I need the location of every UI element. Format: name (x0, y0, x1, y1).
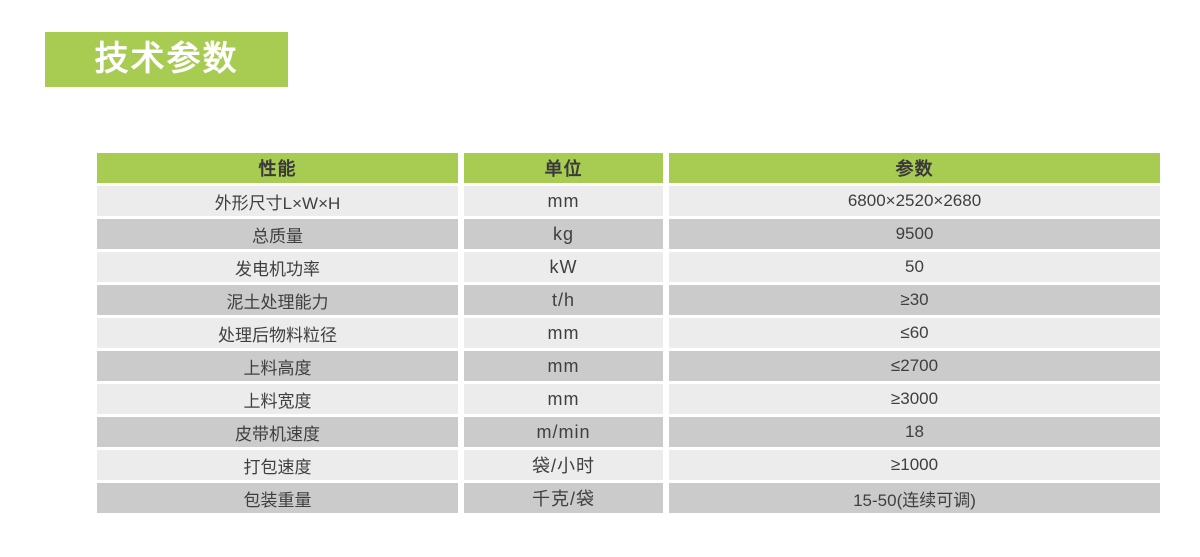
spec-name-cell: 外形尺寸L×W×H (97, 186, 458, 216)
spec-unit-cell: mm (464, 318, 663, 348)
spec-value-cell: 15-50(连续可调) (669, 483, 1160, 513)
spec-unit-cell: 千克/袋 (464, 483, 663, 513)
spec-unit-cell: mm (464, 186, 663, 216)
spec-unit-cell: mm (464, 384, 663, 414)
spec-value-cell: 50 (669, 252, 1160, 282)
spec-unit-cell: kg (464, 219, 663, 249)
spec-name-cell: 上料宽度 (97, 384, 458, 414)
spec-unit-cell: t/h (464, 285, 663, 315)
column-header-performance: 性能 (97, 153, 458, 183)
spec-value-cell: 6800×2520×2680 (669, 186, 1160, 216)
spec-name-cell: 泥土处理能力 (97, 285, 458, 315)
spec-value-cell: 9500 (669, 219, 1160, 249)
spec-value-cell: ≤2700 (669, 351, 1160, 381)
spec-unit-cell: mm (464, 351, 663, 381)
spec-unit-cell: 袋/小时 (464, 450, 663, 480)
spec-unit-cell: kW (464, 252, 663, 282)
spec-name-cell: 总质量 (97, 219, 458, 249)
spec-value-cell: ≥3000 (669, 384, 1160, 414)
spec-value-cell: ≥30 (669, 285, 1160, 315)
spec-name-cell: 发电机功率 (97, 252, 458, 282)
column-header-parameter: 参数 (669, 153, 1160, 183)
page-title: 技术参数 (45, 32, 288, 87)
spec-name-cell: 打包速度 (97, 450, 458, 480)
spec-name-cell: 皮带机速度 (97, 417, 458, 447)
spec-name-cell: 上料高度 (97, 351, 458, 381)
spec-value-cell: ≤60 (669, 318, 1160, 348)
spec-value-cell: 18 (669, 417, 1160, 447)
spec-unit-cell: m/min (464, 417, 663, 447)
spec-name-cell: 包装重量 (97, 483, 458, 513)
spec-table: 性能 单位 参数 外形尺寸L×W×H mm 6800×2520×2680 总质量 kg 9… (97, 153, 1160, 513)
spec-name-cell: 处理后物料粒径 (97, 318, 458, 348)
spec-value-cell: ≥1000 (669, 450, 1160, 480)
column-header-unit: 单位 (464, 153, 663, 183)
